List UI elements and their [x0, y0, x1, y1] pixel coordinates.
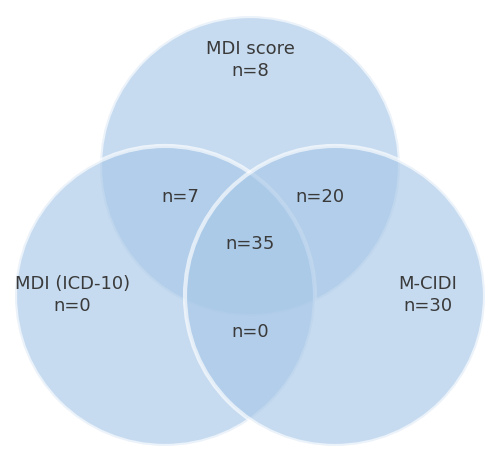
Text: n=0: n=0: [54, 296, 92, 314]
Text: n=35: n=35: [226, 234, 274, 252]
Text: M-CIDI: M-CIDI: [398, 274, 457, 292]
Text: n=7: n=7: [161, 188, 199, 206]
Text: n=0: n=0: [231, 322, 269, 340]
Text: n=8: n=8: [231, 62, 269, 80]
Circle shape: [185, 147, 485, 446]
Circle shape: [15, 147, 315, 446]
Text: MDI (ICD-10): MDI (ICD-10): [15, 274, 130, 292]
Text: MDI score: MDI score: [206, 40, 294, 58]
Text: n=30: n=30: [403, 296, 452, 314]
Text: n=20: n=20: [296, 188, 344, 206]
Circle shape: [100, 17, 400, 316]
